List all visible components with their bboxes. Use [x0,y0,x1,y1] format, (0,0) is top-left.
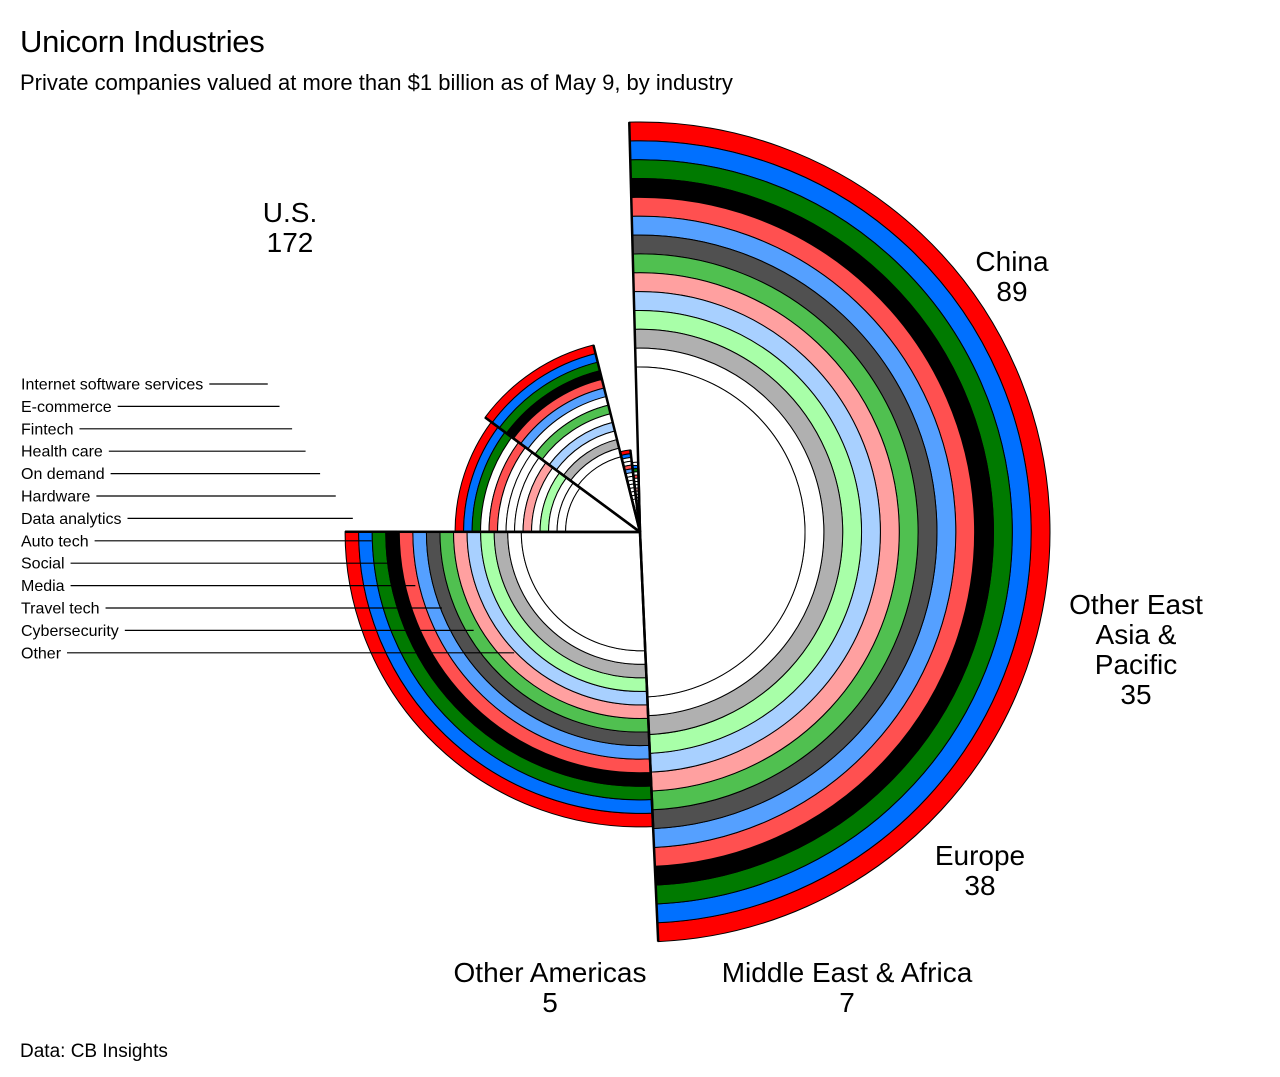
legend-auto-tech: Auto tech [21,533,89,550]
legend-health-care: Health care [21,444,103,461]
legend-fintech: Fintech [21,421,73,438]
region-name: China [975,246,1049,277]
sector-dividers [345,122,660,942]
divider-china [638,531,655,827]
region-name: U.S. [263,197,317,228]
sector-core-u-s [635,366,806,698]
region-count: 7 [839,987,855,1018]
region-count: 172 [267,227,314,258]
region-label-u-s: U.S.172 [263,197,317,258]
legend-media: Media [21,578,65,595]
legend-cybersecurity: Cybersecurity [21,623,119,640]
region-name: Other East [1069,589,1203,620]
region-name: Europe [935,840,1025,871]
region-name: Other Americas [454,957,647,988]
region-count: 89 [996,276,1027,307]
divider-end-other-americas [636,462,642,533]
region-name: Middle East & Africa [722,957,973,988]
divider-middle-east-africa [618,451,642,533]
region-name: Asia & [1096,619,1177,650]
divider-europe [484,416,641,534]
source-note: Data: CB Insights [20,1041,168,1062]
chart-subtitle: Private companies valued at more than $1… [20,70,733,95]
legend-travel-tech: Travel tech [21,601,100,618]
legend-e-commerce: E-commerce [21,399,112,416]
legend-social: Social [21,556,65,573]
chart-title: Unicorn Industries [20,24,265,59]
legend-on-demand: On demand [21,466,105,483]
region-count: 38 [964,870,995,901]
region-count: 35 [1120,679,1151,710]
legend-data-analytics: Data analytics [21,511,122,528]
industry-legend: Internet software services E-commerce Fint… [21,377,515,662]
legend-internet-software-services: Internet software services [21,377,203,394]
legend-other: Other [21,645,62,662]
region-name: Pacific [1095,649,1177,680]
legend-hardware: Hardware [21,489,90,506]
region-count: 5 [542,987,558,1018]
